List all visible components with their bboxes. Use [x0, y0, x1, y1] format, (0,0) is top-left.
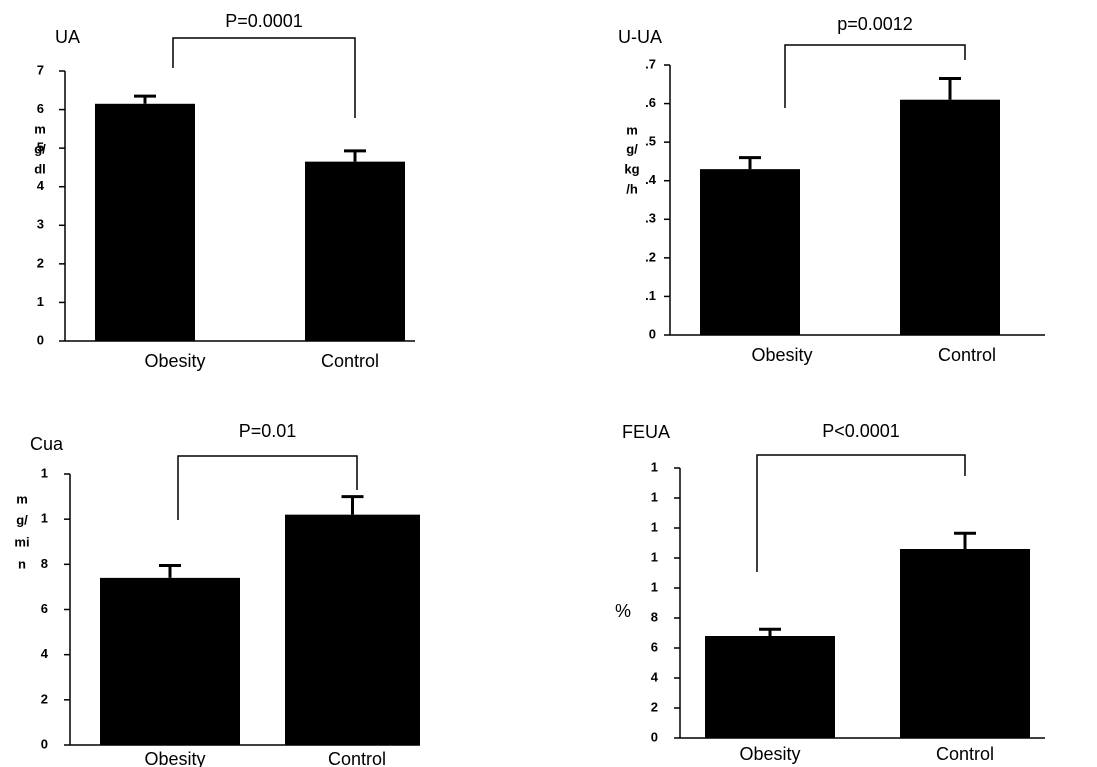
y-tick-label: 4: [37, 178, 45, 193]
y-tick-label: 1: [651, 489, 658, 504]
y-axis-label: /h: [626, 181, 638, 196]
y-axis-label: n: [18, 556, 26, 571]
y-axis-label: m: [34, 121, 46, 136]
error-bar: [759, 627, 781, 636]
x-tick-label: Control: [938, 345, 996, 365]
error-bar: [939, 77, 961, 100]
y-tick-label: 0: [37, 332, 44, 347]
y-tick-label: 4: [41, 646, 49, 661]
p-value: P=0.01: [239, 421, 297, 441]
bar: [95, 103, 195, 342]
y-tick-label: 1: [651, 579, 658, 594]
error-bar: [134, 94, 156, 104]
x-tick-label: Obesity: [751, 345, 812, 365]
y-axis-label: m: [16, 491, 28, 506]
chart-title: Cua: [30, 434, 64, 454]
y-tick-label: .2: [645, 249, 656, 264]
y-tick-label: 6: [41, 601, 48, 616]
y-tick-label: 0: [41, 736, 48, 751]
bar: [100, 577, 240, 745]
y-axis-label: g/: [34, 141, 46, 156]
y-tick-label: .1: [645, 288, 656, 303]
significance-bracket: [784, 44, 966, 108]
y-tick-label: 6: [651, 639, 658, 654]
bar: [900, 99, 1000, 335]
chart-title: FEUA: [622, 422, 670, 442]
chart-title: UA: [55, 27, 80, 47]
y-tick-label: 1: [651, 549, 658, 564]
error-bar: [341, 495, 364, 515]
chart-title: U-UA: [618, 27, 662, 47]
significance-bracket: [756, 454, 966, 572]
y-axis-label: g/: [626, 141, 638, 156]
y-tick-label: .4: [645, 172, 657, 187]
y-axis-label: dl: [34, 161, 46, 176]
y-tick-label: .5: [645, 134, 656, 149]
x-tick-label: Obesity: [739, 744, 800, 764]
y-tick-label: 1: [651, 459, 658, 474]
p-value: P<0.0001: [822, 421, 900, 441]
bar: [285, 514, 420, 745]
y-tick-label: 1: [41, 465, 48, 480]
x-tick-label: Obesity: [144, 351, 205, 371]
y-tick-label: 8: [41, 556, 48, 571]
bar: [700, 169, 800, 335]
y-tick-label: 1: [41, 511, 48, 526]
y-tick-label: 2: [41, 691, 48, 706]
y-tick-label: 3: [37, 217, 44, 232]
y-tick-label: 6: [37, 101, 44, 116]
error-bar: [954, 531, 976, 549]
bar: [705, 636, 835, 738]
y-tick-label: .6: [645, 95, 656, 110]
significance-bracket: [177, 455, 358, 520]
y-axis-label: %: [615, 601, 631, 621]
y-axis-label: m: [626, 122, 638, 137]
bar: [900, 549, 1030, 738]
x-tick-label: Control: [936, 744, 994, 764]
y-tick-label: .3: [645, 211, 656, 226]
y-tick-label: 0: [651, 729, 658, 744]
bar: [305, 161, 405, 341]
y-axis-label: g/: [16, 512, 28, 527]
y-tick-label: .7: [645, 56, 656, 71]
error-bar: [344, 149, 366, 162]
x-tick-label: Obesity: [144, 749, 205, 767]
y-tick-label: 4: [651, 669, 659, 684]
y-tick-label: 2: [37, 255, 44, 270]
y-axis-label: mi: [14, 534, 29, 549]
error-bar: [159, 563, 181, 578]
y-tick-label: 0: [649, 326, 656, 341]
y-tick-label: 2: [651, 699, 658, 714]
p-value: P=0.0001: [225, 11, 303, 31]
x-tick-label: Control: [328, 749, 386, 767]
x-tick-label: Control: [321, 351, 379, 371]
p-value: p=0.0012: [837, 14, 913, 34]
significance-bracket: [172, 37, 356, 118]
y-tick-label: 5: [37, 140, 44, 155]
y-tick-label: 7: [37, 62, 44, 77]
y-axis-label: kg: [624, 161, 639, 176]
y-tick-label: 8: [651, 609, 658, 624]
y-tick-label: 1: [37, 294, 44, 309]
y-tick-label: 1: [651, 519, 658, 534]
error-bar: [739, 156, 761, 170]
